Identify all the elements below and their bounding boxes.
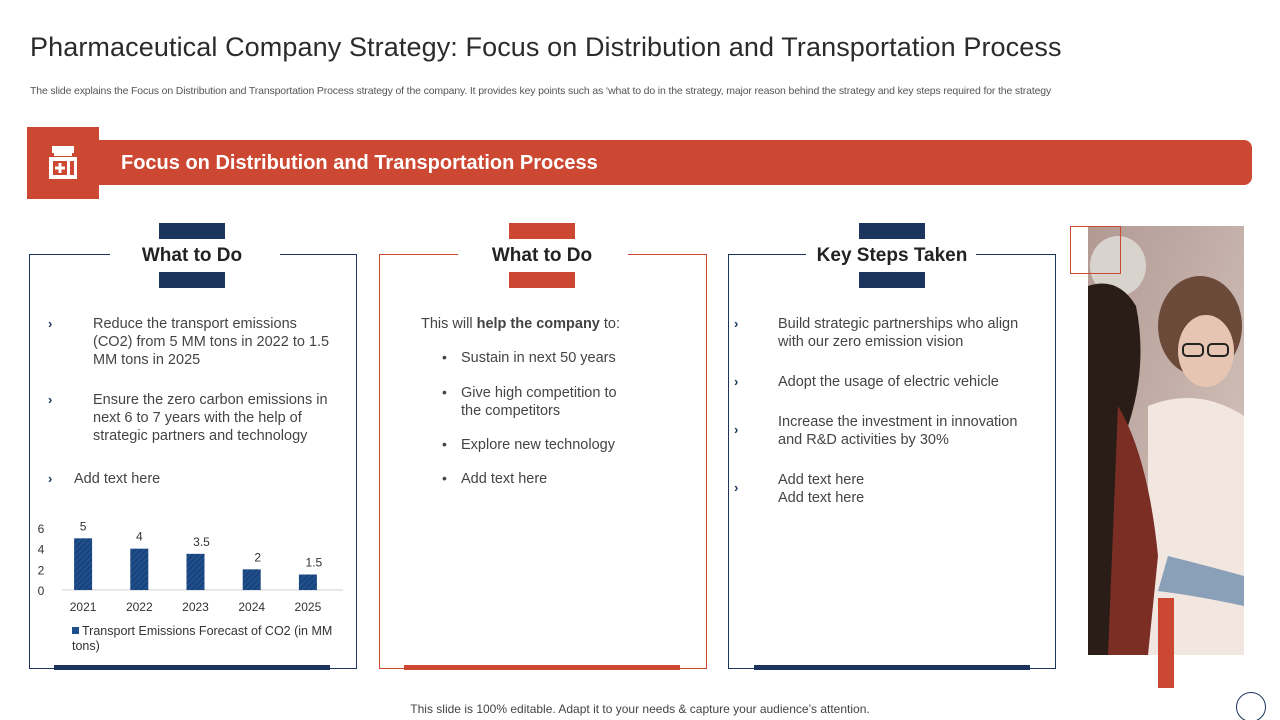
footer-note: This slide is 100% editable. Adapt it to…	[410, 702, 870, 716]
y-tick-label: 0	[38, 584, 45, 598]
panel-bottom-bar	[754, 665, 1030, 670]
bullet-text: Add text here	[461, 471, 548, 487]
heading-cap-bottom	[509, 272, 575, 288]
bullet-text: Give high competition to the competitors	[461, 385, 617, 419]
banner-title: Focus on Distribution and Transportation…	[121, 152, 598, 174]
x-tick-label: 2021	[70, 600, 97, 614]
bar-2021	[74, 538, 93, 590]
bar-2025	[298, 574, 317, 590]
intro-bold: help the company	[476, 316, 600, 332]
bullet-dot-icon: •	[442, 436, 447, 452]
x-tick-label: 2023	[182, 600, 209, 614]
legend-text: Transport Emissions Forecast of CO2 (in …	[72, 624, 333, 653]
bar-value-label: 2	[254, 550, 261, 564]
bullet-text: Reduce the transport emissions (CO2) fro…	[93, 316, 330, 368]
panel-bottom-bar	[404, 665, 680, 670]
chevron-right-icon: ›	[48, 316, 53, 331]
medicine-bottle-icon	[49, 146, 77, 179]
bar-2023	[186, 553, 205, 590]
bullet-text: Ensure the zero carbon emissions in next…	[93, 392, 328, 444]
bullet-text: Add text here	[778, 472, 865, 488]
bar-2024	[242, 569, 261, 590]
chevron-right-icon: ›	[734, 316, 739, 331]
chevron-right-icon: ›	[734, 422, 739, 437]
heading-gap	[806, 244, 976, 266]
x-tick-label: 2024	[238, 600, 265, 614]
team-photo-illustration	[1088, 226, 1244, 655]
banner-icon-box	[27, 127, 99, 199]
x-tick-label: 2025	[295, 600, 322, 614]
heading-gap	[110, 244, 280, 266]
bar-value-label: 5	[80, 519, 87, 533]
chevron-right-icon: ›	[734, 480, 739, 495]
chevron-right-icon: ›	[48, 471, 53, 486]
bar-2022	[130, 548, 149, 590]
bullet-text: Add text here	[74, 471, 161, 487]
y-tick-label: 2	[38, 563, 45, 577]
bar-value-label: 4	[136, 530, 143, 544]
heading-gap	[458, 244, 628, 266]
x-tick-label: 2022	[126, 600, 153, 614]
bullet-text: Explore new technology	[461, 437, 615, 453]
photo-accent-frame	[1070, 226, 1121, 274]
panel-heading: What to Do	[141, 245, 243, 266]
bullet-dot-icon: •	[442, 384, 447, 400]
panel-intro: This will help the company to:	[421, 315, 681, 333]
chart-legend: Transport Emissions Forecast of CO2 (in …	[72, 624, 342, 654]
bullet-text: Increase the investment in innovation an…	[778, 414, 1018, 448]
corner-circle	[1236, 692, 1266, 720]
bullet-text: Add text here	[778, 490, 865, 506]
heading-cap-bottom	[859, 272, 925, 288]
team-photo	[1088, 226, 1244, 655]
panel-bottom-bar	[54, 665, 330, 670]
bullet-dot-icon: •	[442, 470, 447, 486]
bullet-text: Build strategic partnerships who align w…	[778, 316, 1019, 350]
chevron-right-icon: ›	[48, 392, 53, 407]
panel-heading: Key Steps Taken	[816, 245, 968, 266]
bar-value-label: 3.5	[193, 535, 210, 549]
legend-swatch	[72, 627, 79, 634]
heading-cap-top	[859, 223, 925, 239]
slide-subtitle: The slide explains the Focus on Distribu…	[30, 85, 1052, 97]
y-tick-label: 6	[38, 522, 45, 536]
photo-accent-bar	[1158, 598, 1174, 688]
panel-heading: What to Do	[491, 245, 593, 266]
intro-suffix: to:	[599, 316, 621, 332]
heading-cap-top	[159, 223, 225, 239]
heading-cap-top	[509, 223, 575, 239]
intro-prefix: This will	[421, 316, 477, 332]
bar-value-label: 1.5	[306, 556, 323, 570]
bullet-dot-icon: •	[442, 349, 447, 365]
y-tick-label: 4	[38, 543, 45, 557]
slide-title: Pharmaceutical Company Strategy: Focus o…	[30, 32, 1062, 62]
section-banner	[80, 140, 1252, 185]
bullet-text: Adopt the usage of electric vehicle	[778, 374, 999, 390]
chevron-right-icon: ›	[734, 374, 739, 389]
heading-cap-bottom	[159, 272, 225, 288]
bullet-text: Sustain in next 50 years	[461, 350, 616, 366]
